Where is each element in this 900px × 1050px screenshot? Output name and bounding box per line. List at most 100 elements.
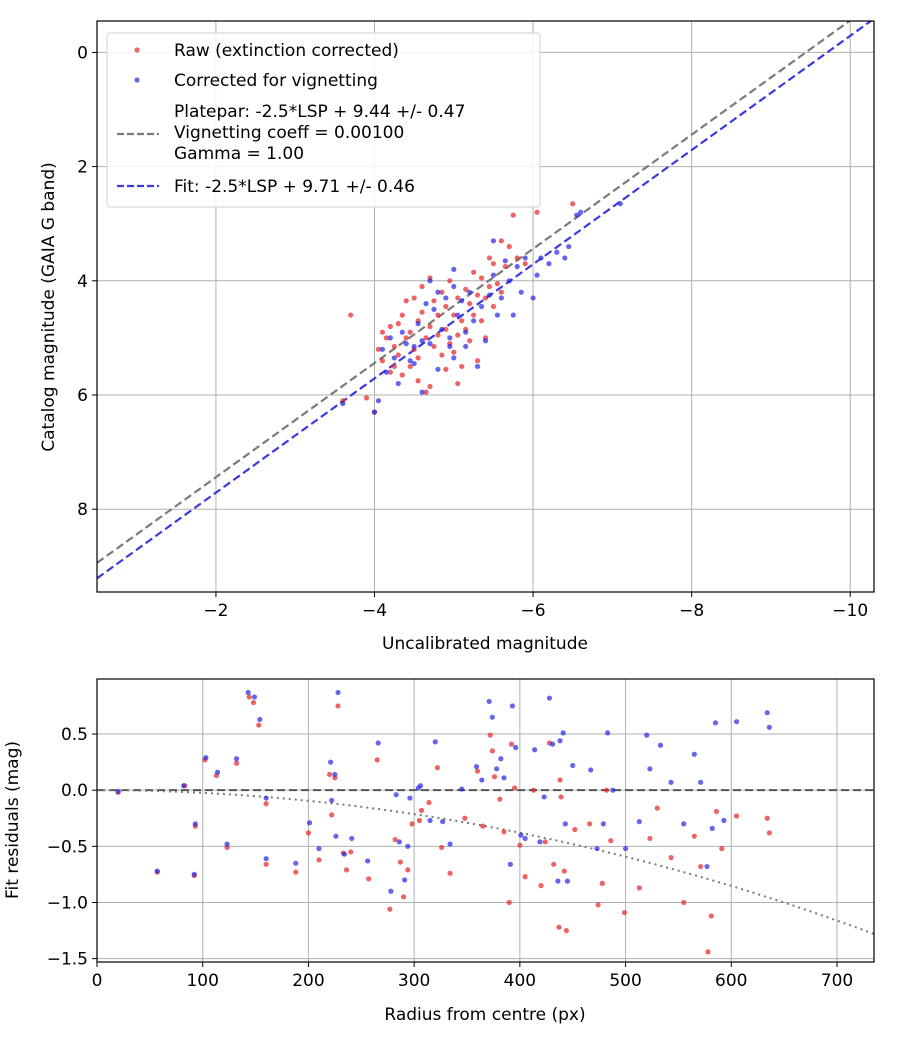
- raw-point: [462, 815, 468, 821]
- corrected-point: [538, 255, 544, 261]
- corrected-point: [644, 732, 650, 738]
- corrected-point: [489, 714, 495, 720]
- corrected-point: [447, 343, 453, 350]
- corrected-point: [502, 258, 508, 264]
- corrected-point: [557, 738, 563, 744]
- corrected-point: [617, 201, 623, 207]
- raw-point: [501, 829, 507, 835]
- corrected-point: [316, 845, 322, 852]
- raw-point: [558, 794, 564, 800]
- corrected-point: [564, 878, 571, 884]
- raw-point: [379, 358, 386, 364]
- raw-point: [391, 343, 397, 350]
- corrected-point: [537, 839, 543, 845]
- raw-point: [486, 283, 493, 290]
- raw-point: [455, 380, 461, 387]
- raw-point: [510, 212, 516, 218]
- raw-point: [427, 323, 433, 330]
- corrected-point: [203, 755, 209, 761]
- raw-point: [399, 372, 405, 378]
- raw-point: [490, 303, 497, 310]
- corrected-point: [387, 335, 393, 341]
- raw-point: [246, 694, 252, 700]
- raw-point: [439, 352, 445, 358]
- raw-point: [491, 774, 498, 780]
- legend-raw-marker: [134, 47, 140, 53]
- raw-point: [557, 777, 563, 783]
- corrected-point: [407, 358, 413, 364]
- raw-point: [435, 312, 441, 318]
- raw-point: [391, 363, 397, 370]
- raw-point: [233, 760, 240, 766]
- corrected-point: [681, 821, 687, 827]
- y-tick-label: 0.5: [61, 725, 88, 745]
- calibration-y-ticks: 0 2 4 6 8: [77, 43, 97, 520]
- vignetting-curve: [97, 789, 874, 935]
- raw-point: [418, 807, 425, 813]
- calibration-points: [340, 201, 623, 415]
- corrected-point: [399, 329, 405, 335]
- corrected-point: [419, 389, 425, 395]
- corrected-point: [764, 710, 770, 716]
- raw-point: [572, 826, 578, 833]
- legend-platepar-label: Platepar: -2.5*LSP + 9.44 +/- 0.47 Vignet…: [174, 102, 465, 164]
- corrected-point: [463, 343, 469, 350]
- corrected-point: [349, 835, 355, 842]
- raw-point: [708, 913, 714, 919]
- y-tick-label: −1.5: [47, 950, 88, 970]
- corrected-point: [698, 779, 704, 785]
- corrected-point: [463, 329, 469, 335]
- raw-point: [486, 255, 493, 261]
- raw-point: [395, 352, 401, 358]
- y-tick-label: 2: [77, 158, 88, 178]
- corrected-point: [494, 766, 500, 772]
- x-tick-label: 100: [186, 971, 218, 991]
- raw-point: [293, 869, 299, 875]
- raw-point: [366, 876, 372, 882]
- legend-corrected-marker: [134, 77, 140, 83]
- y-tick-label: −0.5: [47, 837, 88, 857]
- corrected-point: [712, 720, 719, 726]
- raw-point: [599, 880, 605, 886]
- corrected-point: [341, 851, 347, 857]
- corrected-point: [518, 289, 524, 295]
- legend-raw-label: Raw (extinction corrected): [174, 41, 399, 61]
- raw-point: [397, 859, 403, 865]
- corrected-point: [411, 343, 417, 350]
- corrected-point: [419, 338, 425, 344]
- corrected-point: [459, 298, 465, 304]
- raw-point: [405, 867, 411, 873]
- raw-point: [411, 295, 417, 301]
- raw-point: [407, 329, 413, 335]
- corrected-point: [473, 764, 480, 770]
- raw-point: [415, 378, 421, 384]
- raw-point: [556, 924, 562, 930]
- raw-point: [379, 329, 386, 335]
- raw-point: [764, 815, 770, 821]
- corrected-point: [532, 747, 538, 753]
- corrected-point: [375, 740, 381, 746]
- raw-point: [363, 395, 370, 401]
- raw-point: [392, 836, 398, 843]
- corrected-point: [578, 209, 584, 215]
- corrected-point: [427, 278, 433, 284]
- corrected-point: [562, 255, 568, 261]
- corrected-point: [403, 341, 409, 347]
- raw-point: [387, 323, 393, 330]
- corrected-point: [546, 695, 553, 701]
- raw-point: [487, 732, 493, 738]
- corrected-point: [574, 212, 580, 218]
- raw-point: [348, 312, 354, 318]
- corrected-point: [501, 775, 507, 781]
- corrected-point: [407, 795, 413, 801]
- raw-point: [603, 787, 610, 793]
- corrected-point: [333, 833, 339, 839]
- corrected-point: [451, 266, 457, 272]
- raw-point: [522, 874, 528, 880]
- corrected-point: [605, 730, 611, 736]
- raw-point: [263, 861, 269, 867]
- corrected-point: [383, 369, 389, 375]
- platepar-line: [97, 21, 852, 564]
- raw-point: [713, 808, 720, 815]
- x-tick-label: 0: [92, 971, 103, 991]
